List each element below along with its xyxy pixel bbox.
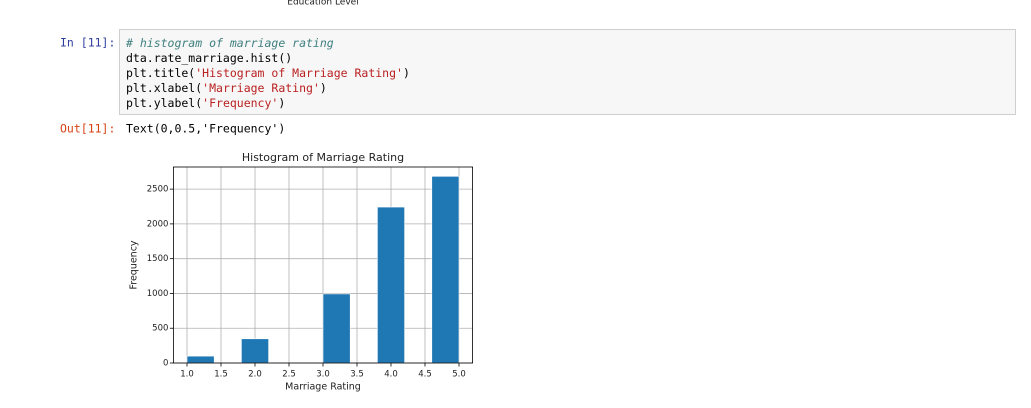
y-tick-label: 1500 (147, 254, 169, 264)
chart-title: Histogram of Marriage Rating (242, 151, 404, 164)
histogram-bar (377, 206, 405, 364)
input-prompt: In [11]: (60, 36, 115, 50)
x-tick-label: 1.5 (214, 370, 228, 380)
plot-frame (172, 166, 474, 364)
x-tick-label: 1.0 (180, 370, 194, 380)
x-tick-label: 3.5 (350, 370, 364, 380)
code-line: dta.rate_marriage.hist() (126, 51, 292, 65)
histogram-bar (186, 355, 215, 364)
string: 'Frequency' (202, 96, 278, 110)
y-axis-label: Frequency (129, 240, 140, 289)
histogram-bar (322, 293, 351, 364)
histogram-bar (241, 338, 269, 364)
x-tick-label: 3.0 (316, 370, 330, 380)
y-tick-label: 1000 (147, 289, 169, 299)
code-line: plt.xlabel('Marriage Rating') (126, 81, 327, 95)
y-tick-label: 2500 (147, 185, 169, 195)
y-tick-label: 500 (152, 324, 168, 334)
histogram-bar (431, 176, 460, 364)
code: ) (278, 96, 285, 110)
x-axis-label: Marriage Rating (285, 382, 361, 393)
output-text: Text(0,0.5,'Frequency') (126, 122, 285, 136)
code: plt.title( (126, 66, 195, 80)
x-tick-label: 4.5 (418, 370, 432, 380)
code-line: plt.title('Histogram of Marriage Rating'… (126, 66, 410, 80)
code: plt.ylabel( (126, 96, 202, 110)
code-line: plt.ylabel('Frequency') (126, 96, 285, 110)
code: plt.xlabel( (126, 81, 202, 95)
code: ) (320, 81, 327, 95)
y-tick-label: 0 (163, 359, 168, 369)
code-cell[interactable] (119, 29, 1016, 115)
comment: # histogram of marriage rating (125, 36, 334, 50)
string: 'Histogram of Marriage Rating' (195, 66, 403, 80)
x-tick-label: 2.0 (248, 370, 262, 380)
x-tick-label: 4.0 (384, 370, 398, 380)
cut-off-label: Education Level (287, 0, 358, 8)
code-line: # histogram of marriage rating (125, 36, 334, 50)
string: 'Marriage Rating' (202, 81, 320, 95)
y-tick-label: 2000 (147, 219, 169, 229)
x-tick-label: 2.5 (282, 370, 296, 380)
code: ) (403, 66, 410, 80)
output-prompt: Out[11]: (60, 122, 115, 136)
x-tick-label: 5.0 (452, 370, 466, 380)
code: dta.rate_marriage.hist() (126, 51, 292, 65)
